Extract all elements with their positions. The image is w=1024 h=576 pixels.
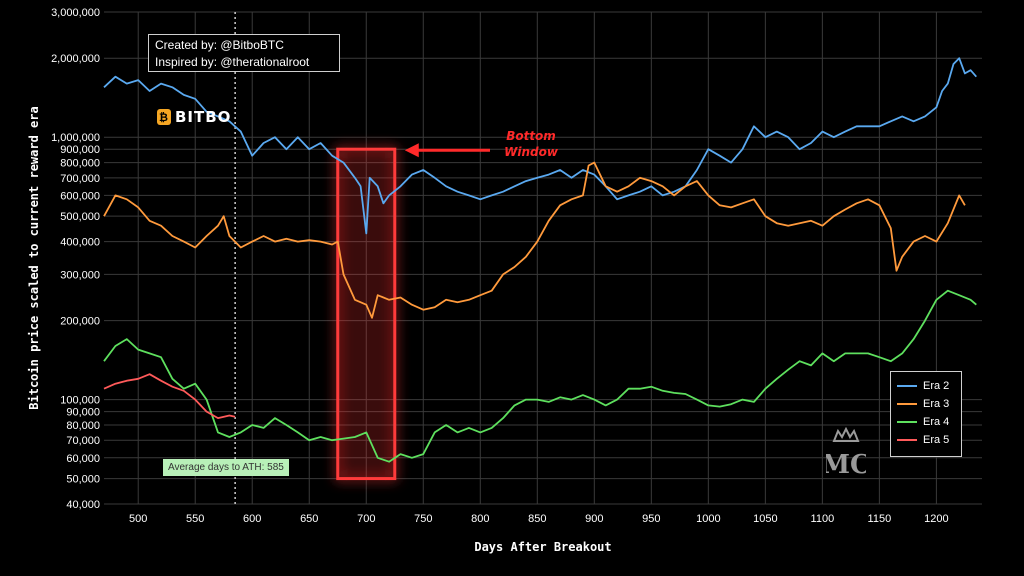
y-tick-label: 500,000	[60, 211, 100, 223]
legend-label: Era 2	[923, 380, 950, 392]
x-tick-label: 550	[186, 513, 204, 525]
bitbo-brand-name: BITBO	[175, 108, 232, 126]
x-tick-label: 800	[471, 513, 489, 525]
x-tick-label: 650	[300, 513, 318, 525]
legend-swatch	[897, 385, 917, 387]
y-tick-label: 900,000	[60, 144, 100, 156]
y-tick-label: 600,000	[60, 190, 100, 202]
legend-item-era-3: Era 3	[897, 395, 955, 413]
grid	[104, 11, 982, 505]
y-tick-label: 90,000	[66, 407, 100, 419]
series-line-era-5	[103, 373, 236, 419]
x-axis-title: Days After Breakout	[474, 540, 611, 554]
y-tick-label: 700,000	[60, 173, 100, 185]
y-tick-label: 800,000	[60, 158, 100, 170]
y-tick-label: 70,000	[66, 435, 100, 447]
credit-created-by: Created by: @BitboBTC	[155, 38, 284, 52]
credits-box: Created by: @BitboBTC Inspired by: @ther…	[148, 34, 340, 72]
mc-watermark-logo: MC	[826, 427, 866, 480]
y-tick-label: 50,000	[66, 474, 100, 486]
series-lines	[103, 57, 977, 463]
bitcoin-coin-icon: ₿	[157, 109, 171, 125]
x-tick-labels: 500 550 600 650 700 750 800 850 900 950 1000 1050 11…	[129, 513, 949, 525]
legend-swatch	[897, 403, 917, 405]
legend: Era 2 Era 3 Era 4 Era 5	[890, 371, 962, 457]
x-tick-label: 950	[642, 513, 660, 525]
y-tick-label: 2,000,000	[51, 53, 100, 65]
credit-inspired-by: Inspired by: @therationalroot	[155, 55, 310, 69]
x-tick-label: 700	[357, 513, 375, 525]
x-tick-label: 1100	[811, 513, 835, 525]
annotation-line-1: Bottom	[506, 129, 556, 143]
legend-label: Era 5	[923, 434, 950, 446]
y-tick-label: 300,000	[60, 269, 100, 281]
x-tick-label: 850	[528, 513, 546, 525]
arrow-head	[404, 143, 419, 158]
bitbo-logo: ₿ BITBO	[157, 108, 231, 126]
legend-item-era-5: Era 5	[897, 431, 955, 449]
mc-watermark-text: MC	[826, 450, 866, 480]
x-tick-label: 1150	[868, 513, 892, 525]
y-tick-label: 200,000	[60, 316, 100, 328]
x-tick-label: 750	[414, 513, 432, 525]
y-tick-label: 80,000	[66, 420, 100, 432]
annotation-line-2: Window	[504, 145, 558, 159]
y-tick-label: 3,000,000	[51, 7, 100, 19]
y-tick-label: 100,000	[60, 395, 100, 407]
annotation-arrow	[404, 143, 490, 158]
y-tick-labels: 40,000 50,000 60,000 70,000 80,00090,000100,…	[51, 7, 100, 511]
x-tick-label: 500	[129, 513, 147, 525]
bottom-window-annotation: Bottom Window	[496, 128, 566, 160]
x-tick-label: 600	[243, 513, 261, 525]
x-tick-label: 1050	[753, 513, 777, 525]
legend-label: Era 3	[923, 398, 950, 410]
x-tick-label: 1200	[924, 513, 948, 525]
bottom-window-highlight	[336, 147, 397, 481]
legend-item-era-4: Era 4	[897, 413, 955, 431]
legend-swatch	[897, 421, 917, 423]
series-line-era-4	[103, 289, 977, 463]
bottom-window-rect	[336, 147, 397, 481]
x-tick-label: 900	[585, 513, 603, 525]
legend-label: Era 4	[923, 416, 950, 428]
legend-swatch	[897, 439, 917, 441]
y-tick-label: 400,000	[60, 237, 100, 249]
x-tick-label: 1000	[696, 513, 720, 525]
y-axis-title: Bitcoin price scaled to current reward e…	[27, 106, 41, 409]
y-tick-label: 40,000	[66, 499, 100, 511]
y-tick-label: 1,000,000	[51, 132, 100, 144]
average-days-to-ath-label: Average days to ATH: 585	[163, 459, 289, 476]
legend-item-era-2: Era 2	[897, 377, 955, 395]
y-tick-label: 60,000	[66, 453, 100, 465]
series-line-era-3	[103, 161, 966, 319]
series-line-era-2	[103, 57, 977, 235]
